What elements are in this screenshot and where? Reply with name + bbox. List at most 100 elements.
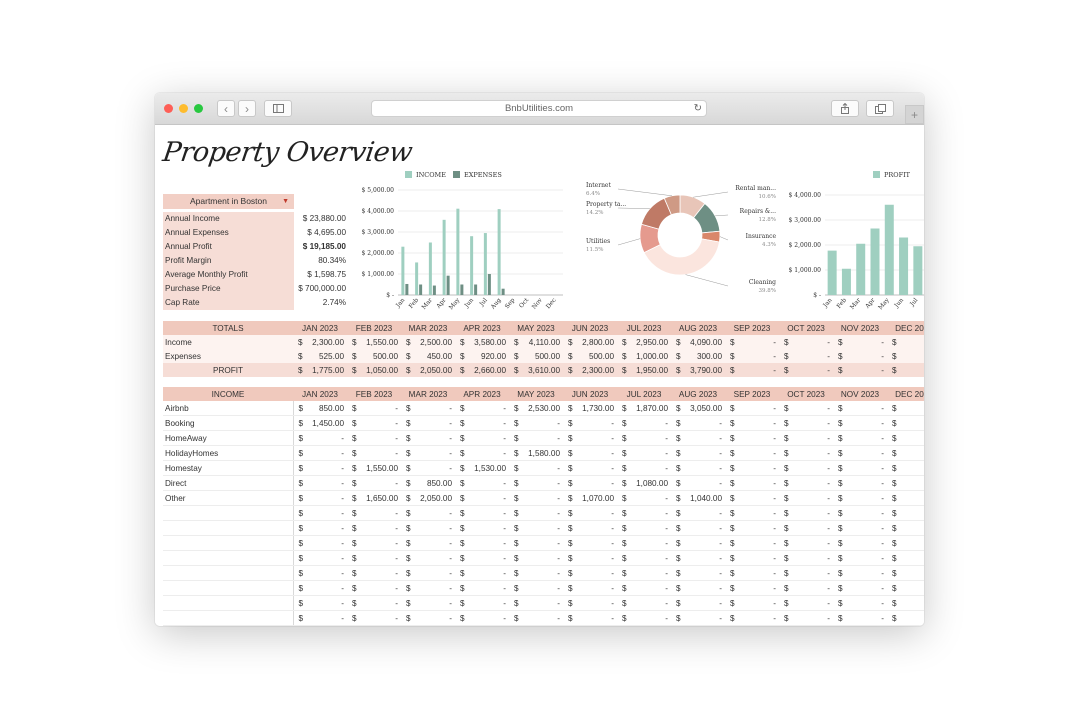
value-cell[interactable]: $1,730.00 <box>563 401 617 416</box>
value-cell[interactable]: $1,870.00 <box>617 401 671 416</box>
value-cell[interactable]: $- <box>887 445 924 461</box>
value-cell[interactable]: $- <box>509 610 563 626</box>
value-cell[interactable]: $- <box>617 505 671 521</box>
value-cell[interactable]: $1,450.00 <box>293 415 347 431</box>
value-cell[interactable]: $- <box>293 505 347 521</box>
value-cell[interactable]: $- <box>293 475 347 491</box>
value-cell[interactable]: $- <box>779 580 833 596</box>
value-cell[interactable]: $2,500.00 <box>401 335 455 349</box>
value-cell[interactable]: $450.00 <box>401 349 455 363</box>
value-cell[interactable]: $- <box>509 415 563 431</box>
row-label[interactable] <box>163 580 294 596</box>
value-cell[interactable]: $- <box>887 460 924 476</box>
value-cell[interactable]: $- <box>887 520 924 536</box>
row-label[interactable]: Homestay <box>163 460 294 476</box>
value-cell[interactable]: $- <box>563 550 617 566</box>
value-cell[interactable]: $2,300.00 <box>293 335 347 349</box>
value-cell[interactable]: $- <box>725 610 779 626</box>
value-cell[interactable]: $- <box>455 535 509 551</box>
value-cell[interactable]: $- <box>455 565 509 581</box>
value-cell[interactable]: $- <box>347 505 401 521</box>
value-cell[interactable]: $- <box>455 520 509 536</box>
value-cell[interactable]: $- <box>509 535 563 551</box>
value-cell[interactable]: $- <box>779 445 833 461</box>
value-cell[interactable]: $- <box>509 595 563 611</box>
value-cell[interactable]: $- <box>617 490 671 506</box>
value-cell[interactable]: $- <box>833 550 887 566</box>
value-cell[interactable]: $- <box>887 535 924 551</box>
value-cell[interactable]: $- <box>887 475 924 491</box>
property-select[interactable]: Apartment in Boston ▼ <box>163 194 294 209</box>
value-cell[interactable]: $1,050.00 <box>347 363 401 377</box>
value-cell[interactable]: $- <box>455 580 509 596</box>
value-cell[interactable]: $- <box>887 610 924 626</box>
value-cell[interactable]: $- <box>725 490 779 506</box>
value-cell[interactable]: $- <box>401 535 455 551</box>
value-cell[interactable]: $- <box>833 475 887 491</box>
value-cell[interactable]: $- <box>347 401 401 416</box>
address-bar[interactable]: BnbUtilities.com ↻ <box>371 100 707 117</box>
value-cell[interactable]: $- <box>725 401 779 416</box>
value-cell[interactable]: $- <box>833 610 887 626</box>
value-cell[interactable]: $- <box>617 460 671 476</box>
value-cell[interactable]: $- <box>617 550 671 566</box>
value-cell[interactable]: $- <box>455 595 509 611</box>
value-cell[interactable]: $- <box>887 580 924 596</box>
value-cell[interactable]: $- <box>563 595 617 611</box>
value-cell[interactable]: $- <box>401 595 455 611</box>
value-cell[interactable]: $2,300.00 <box>563 363 617 377</box>
value-cell[interactable]: $- <box>887 430 924 446</box>
value-cell[interactable]: $- <box>725 550 779 566</box>
new-tab-button[interactable]: + <box>905 105 924 124</box>
value-cell[interactable]: $- <box>671 565 725 581</box>
value-cell[interactable]: $- <box>833 335 887 349</box>
value-cell[interactable]: $- <box>833 490 887 506</box>
value-cell[interactable]: $- <box>833 415 887 431</box>
value-cell[interactable]: $- <box>347 565 401 581</box>
value-cell[interactable]: $- <box>725 349 779 363</box>
value-cell[interactable]: $2,800.00 <box>563 335 617 349</box>
value-cell[interactable]: $- <box>671 475 725 491</box>
reload-icon[interactable]: ↻ <box>693 103 702 114</box>
value-cell[interactable]: $- <box>671 610 725 626</box>
value-cell[interactable]: $- <box>617 535 671 551</box>
row-label[interactable]: Other <box>163 490 294 506</box>
value-cell[interactable]: $- <box>779 505 833 521</box>
value-cell[interactable]: $- <box>617 580 671 596</box>
value-cell[interactable]: $- <box>887 565 924 581</box>
value-cell[interactable]: $- <box>725 415 779 431</box>
value-cell[interactable]: $- <box>725 565 779 581</box>
value-cell[interactable]: $- <box>725 475 779 491</box>
row-label[interactable] <box>163 505 294 521</box>
value-cell[interactable]: $- <box>509 460 563 476</box>
value-cell[interactable]: $- <box>401 505 455 521</box>
value-cell[interactable]: $2,530.00 <box>509 401 563 416</box>
value-cell[interactable]: $- <box>401 445 455 461</box>
value-cell[interactable]: $- <box>617 415 671 431</box>
tabs-overview-button[interactable] <box>866 100 894 117</box>
value-cell[interactable]: $1,650.00 <box>347 490 401 506</box>
value-cell[interactable]: $500.00 <box>347 349 401 363</box>
row-label[interactable]: Airbnb <box>163 401 294 416</box>
value-cell[interactable]: $- <box>509 565 563 581</box>
value-cell[interactable]: $- <box>779 565 833 581</box>
value-cell[interactable]: $- <box>509 550 563 566</box>
value-cell[interactable]: $- <box>293 490 347 506</box>
value-cell[interactable]: $- <box>401 415 455 431</box>
row-label[interactable] <box>163 535 294 551</box>
forward-button[interactable]: › <box>238 100 256 117</box>
value-cell[interactable]: $1,950.00 <box>617 363 671 377</box>
value-cell[interactable]: $- <box>887 490 924 506</box>
value-cell[interactable]: $- <box>725 595 779 611</box>
value-cell[interactable]: $- <box>671 535 725 551</box>
value-cell[interactable]: $3,610.00 <box>509 363 563 377</box>
value-cell[interactable]: $- <box>563 475 617 491</box>
row-label[interactable] <box>163 610 294 626</box>
value-cell[interactable]: $- <box>347 430 401 446</box>
value-cell[interactable]: $1,580.00 <box>509 445 563 461</box>
value-cell[interactable]: $- <box>833 535 887 551</box>
value-cell[interactable]: $- <box>347 550 401 566</box>
value-cell[interactable]: $- <box>779 335 833 349</box>
value-cell[interactable]: $- <box>833 460 887 476</box>
value-cell[interactable]: $- <box>563 610 617 626</box>
